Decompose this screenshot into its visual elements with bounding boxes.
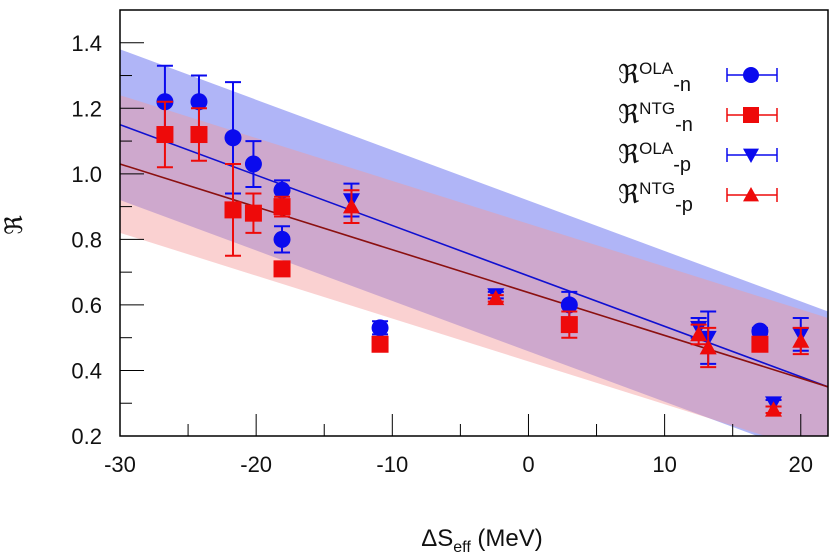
y-tick-label: 1.0 bbox=[71, 162, 102, 187]
legend-entry: ℜOLA-p bbox=[618, 139, 778, 176]
data-point bbox=[156, 100, 174, 169]
y-tick-label: 0.6 bbox=[71, 293, 102, 318]
marker-square bbox=[224, 201, 242, 219]
data-point bbox=[690, 323, 708, 346]
legend-sub: -n bbox=[673, 74, 691, 96]
confidence-band bbox=[120, 49, 828, 436]
legend-symbol: ℜ bbox=[618, 60, 639, 90]
marker-square bbox=[273, 198, 291, 216]
marker-square bbox=[743, 107, 759, 123]
marker-square bbox=[751, 335, 769, 353]
data-point bbox=[273, 225, 291, 254]
legend-entry: ℜNTG-n bbox=[618, 99, 778, 136]
marker-circle bbox=[371, 319, 389, 337]
y-tick-label: 1.2 bbox=[71, 96, 102, 121]
y-axis-label: ℜ bbox=[0, 215, 28, 235]
marker-circle bbox=[224, 129, 242, 147]
marker-square bbox=[156, 126, 174, 144]
legend-entry: ℜNTG-p bbox=[618, 179, 778, 216]
data-point bbox=[751, 335, 769, 353]
data-point bbox=[244, 140, 262, 188]
data-point bbox=[765, 401, 783, 417]
y-tick-label: 0.4 bbox=[71, 358, 102, 383]
legend-label: ℜOLA-p bbox=[618, 139, 691, 176]
x-tick-label: 0 bbox=[522, 452, 534, 477]
data-point bbox=[190, 107, 208, 162]
marker-triangle-down bbox=[743, 148, 759, 163]
y-tick-label: 0.2 bbox=[71, 424, 102, 449]
marker-circle bbox=[273, 181, 291, 199]
marker-triangle-up bbox=[487, 289, 505, 306]
marker-circle bbox=[560, 296, 578, 314]
x-tick-label: 10 bbox=[652, 452, 676, 477]
legend-sub: -p bbox=[675, 194, 693, 216]
legend-symbol: ℜ bbox=[618, 140, 639, 170]
legend-symbol: ℜ bbox=[618, 100, 639, 130]
marker-circle bbox=[751, 322, 769, 340]
x-tick-label: 20 bbox=[789, 452, 813, 477]
data-point bbox=[751, 322, 769, 340]
marker-square bbox=[244, 204, 262, 222]
marker-circle bbox=[244, 155, 262, 173]
data-point bbox=[273, 195, 291, 218]
marker-circle bbox=[190, 93, 208, 111]
data-point bbox=[371, 335, 389, 353]
x-tick-label: -20 bbox=[240, 452, 272, 477]
legend-sup: NTG bbox=[639, 99, 675, 118]
legend-sup: NTG bbox=[639, 179, 675, 198]
marker-square bbox=[190, 126, 208, 144]
marker-triangle-up bbox=[765, 401, 783, 417]
legend-entry: ℜOLA-n bbox=[618, 59, 778, 96]
data-point bbox=[244, 192, 262, 234]
data-point bbox=[699, 326, 717, 369]
x-tick-label: -30 bbox=[104, 452, 136, 477]
marker-square bbox=[273, 260, 291, 278]
marker-triangle-up bbox=[690, 325, 708, 342]
marker-circle bbox=[743, 67, 759, 83]
legend-sub: -p bbox=[673, 154, 691, 176]
x-axis-label: ΔSeff (MeV) bbox=[421, 525, 543, 556]
data-point bbox=[273, 260, 291, 278]
x-tick-label: -10 bbox=[376, 452, 408, 477]
legend-sub: -n bbox=[675, 114, 693, 136]
data-point bbox=[342, 189, 360, 224]
marker-triangle-up bbox=[792, 332, 810, 348]
legend-symbol: ℜ bbox=[618, 180, 639, 210]
legend-sup: OLA bbox=[639, 59, 674, 78]
marker-triangle-up bbox=[743, 187, 759, 202]
confidence-band bbox=[120, 95, 828, 436]
legend-label: ℜNTG-n bbox=[618, 99, 693, 136]
marker-triangle-up bbox=[342, 198, 360, 214]
legend-label: ℜNTG-p bbox=[618, 179, 693, 216]
marker-square bbox=[560, 316, 578, 334]
data-point bbox=[560, 290, 578, 320]
data-point bbox=[487, 289, 505, 306]
legend-sup: OLA bbox=[639, 139, 674, 158]
data-point bbox=[371, 319, 389, 337]
y-tick-label: 0.8 bbox=[71, 227, 102, 252]
marker-triangle-up bbox=[699, 339, 717, 355]
y-tick-label: 1.4 bbox=[71, 31, 102, 56]
data-point bbox=[224, 163, 242, 257]
plot-frame bbox=[119, 9, 829, 437]
data-point bbox=[560, 310, 578, 339]
data-point bbox=[792, 326, 810, 356]
legend-label: ℜOLA-n bbox=[618, 59, 691, 96]
marker-circle bbox=[273, 230, 291, 248]
marker-square bbox=[371, 335, 389, 353]
